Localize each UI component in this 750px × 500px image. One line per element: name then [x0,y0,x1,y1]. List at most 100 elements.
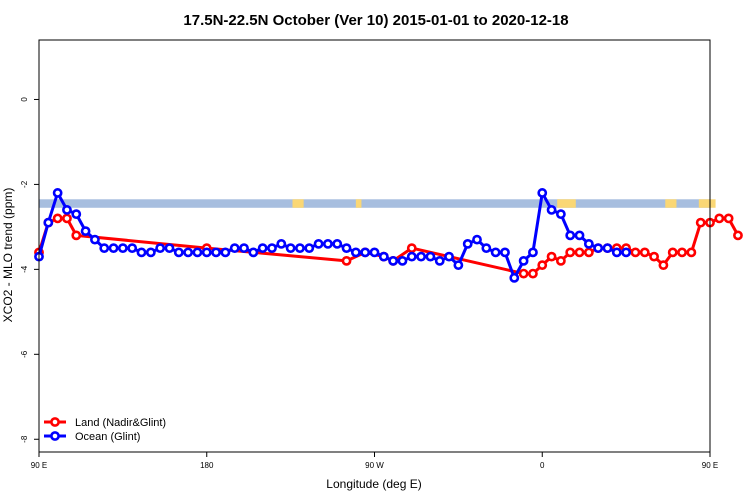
data-point [406,251,417,262]
legend-label: Land (Nadir&Glint) [75,417,166,429]
data-point [62,204,72,215]
data-point [80,226,91,237]
data-point [611,247,622,258]
y-tick-label: -2 [20,180,29,188]
data-point [201,247,212,258]
series-land [34,213,743,279]
legend-swatch-marker [50,431,60,441]
data-point [108,243,119,254]
data-point [155,243,166,254]
x-axis: 90 E 180 90 W 0 90 E [31,452,718,470]
data-point [332,238,343,249]
data-point [164,243,175,254]
chart-title: 17.5N-22.5N October (Ver 10) 2015-01-01 … [183,12,568,29]
data-point [509,272,520,283]
x-axis-label: Longitude (deg E) [326,477,421,491]
data-point [602,243,613,254]
data-point [546,204,557,215]
data-point [127,243,138,254]
data-point [388,255,399,266]
data-point [378,251,389,262]
data-point [145,247,156,258]
data-point [434,255,445,266]
data-point [220,247,231,258]
data-point [285,243,296,254]
data-point [649,251,659,262]
y-tick-label: -4 [20,265,29,273]
data-point [295,243,305,254]
data-point [677,247,687,258]
series-ocean [34,188,632,283]
data-point [257,243,268,254]
data-point [555,209,566,220]
data-point [546,251,557,262]
y-axis-label: XCO2 - MLO trend (ppm) [1,188,15,323]
data-point [481,243,492,254]
data-point [192,247,203,258]
data-point [99,243,110,254]
data-point [276,238,287,249]
data-point [583,247,594,258]
data-point [350,247,361,258]
data-point [267,243,277,254]
land-band-segment [665,199,677,208]
data-point [714,213,725,224]
data-point [90,234,100,245]
data-point [667,247,678,258]
data-point [183,247,194,258]
data-point [425,251,436,262]
data-point [490,247,501,258]
data-point [453,260,464,271]
data-point [406,243,417,254]
data-point [248,247,259,258]
x-tick-label: 90 E [31,461,47,470]
land-band-segment [698,199,716,208]
x-tick-label: 180 [200,461,214,470]
data-point [555,255,566,266]
data-point [593,243,604,254]
data-point [630,247,641,258]
data-point [71,230,82,241]
data-point [621,247,632,258]
legend-swatch-marker [50,417,60,427]
data-point [686,247,697,258]
data-point [658,260,669,271]
land-band-segment [355,199,362,208]
data-point [360,247,371,258]
series-layer [34,188,743,283]
data-point [397,255,408,266]
data-point [136,247,147,258]
data-point [537,260,548,271]
data-point [472,234,482,245]
data-point [723,213,734,224]
data-point [528,268,538,279]
data-point [313,238,324,249]
data-point [211,247,221,258]
data-point [369,247,380,258]
data-point [52,188,63,198]
data-point [462,238,473,249]
x-tick-label: 90 W [365,461,384,470]
data-point [528,247,538,258]
data-point [444,251,454,262]
data-point [537,188,548,198]
data-point [43,217,54,228]
y-axis: 0 -2 -4 -6 -8 [20,97,39,443]
land-band-segment [292,199,304,208]
y-tick-label: 0 [20,97,29,102]
data-point [518,255,529,266]
x-tick-label: 0 [540,461,545,470]
data-point [733,230,743,241]
data-point [173,247,184,258]
data-point [304,243,315,254]
data-point [71,209,82,220]
y-tick-label: -8 [20,435,29,443]
data-point [574,230,585,241]
data-point [583,238,594,249]
data-point [323,238,333,249]
data-point [117,243,128,254]
data-point [565,230,576,241]
data-point [239,243,249,254]
x-tick-label: 90 E [702,461,718,470]
ocean-band [39,199,710,208]
